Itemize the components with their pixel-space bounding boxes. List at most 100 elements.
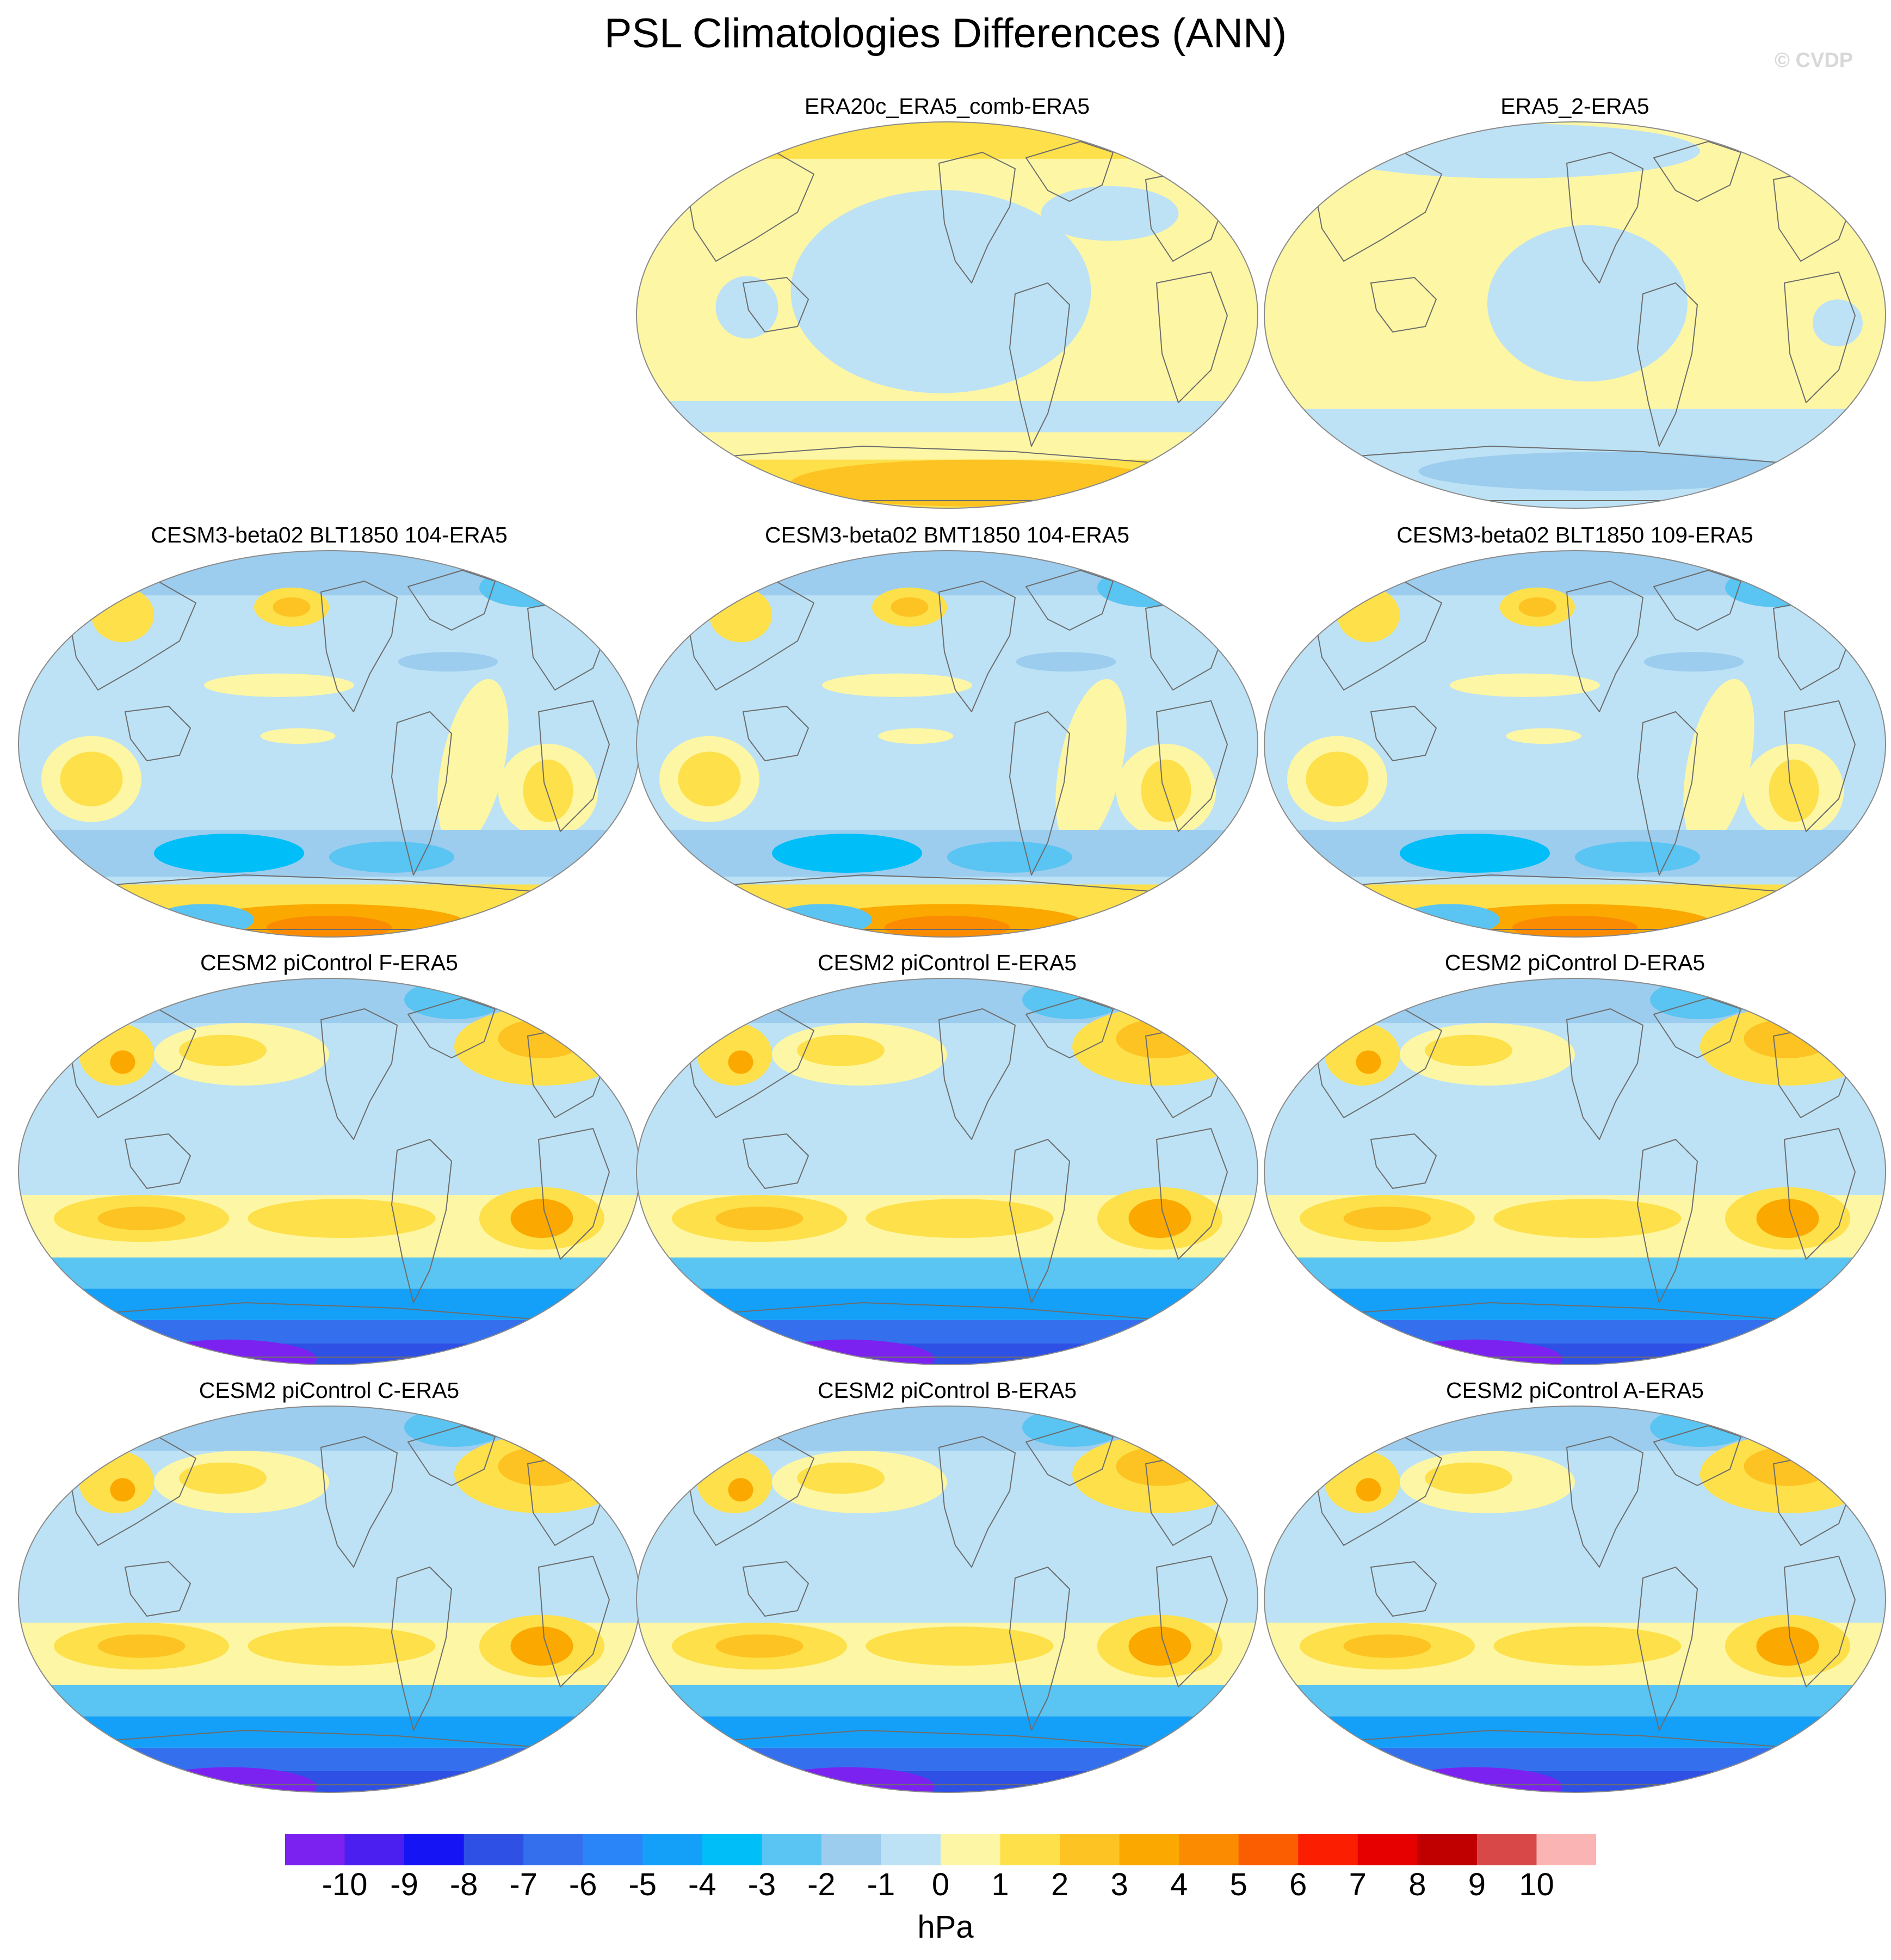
coastline-outline [1025,570,1114,631]
colorbar-tick-label: 1 [991,1867,1009,1902]
asia-core [1356,1050,1381,1074]
coastline-outline [1370,277,1437,332]
coastline-outline [1566,1008,1643,1140]
indian-ocean-core [1343,1206,1431,1230]
atlantic-negative [1016,652,1116,672]
map-panel-picC: CESM2 piControl C-ERA5 [16,1378,642,1802]
arctic-negative-band [1264,1406,1886,1451]
colorbar-swatch [464,1834,524,1865]
tropical-pacific-positive [260,728,336,744]
coastline-outline [1637,711,1698,876]
north-atlantic-core [1116,1446,1204,1486]
coastline-outline [1311,1436,1442,1546]
south-atlantic-core [1128,1626,1191,1666]
north-atlantic-core [1116,1019,1204,1058]
anomaly-field [18,978,640,1365]
subantarctic-negative [1264,1747,1886,1771]
arctic-negative-band [18,1406,640,1451]
coastline-outline [391,711,452,876]
indian-ocean-core [1343,1634,1431,1658]
colorbar-tick-label: 3 [1110,1867,1128,1902]
panel-title: CESM2 piControl E-ERA5 [817,950,1077,975]
south-atlantic-core [510,1199,573,1238]
subtropical-pacific-positive [1450,673,1600,697]
coastline-outline [1025,997,1114,1058]
colorbar-tick-label: -3 [747,1867,776,1902]
arctic-negative-band [1264,551,1886,596]
southern-ocean-negative [18,829,640,877]
map-border [636,121,1258,509]
map-border [636,1406,1258,1793]
panel-title: CESM2 piControl C-ERA5 [199,1378,460,1403]
subantarctic-negative [636,1747,1258,1771]
north-pacific-core [797,1034,885,1067]
coastline-outline [1009,1139,1070,1303]
arctic-negative-band [18,978,640,1024]
coastline-outline [1637,1139,1698,1303]
subantarctic-negative [18,1747,640,1771]
arctic-negative-anomaly [1325,124,1700,178]
robinson-map [636,978,1258,1365]
colorbar-swatches [285,1834,1596,1865]
colorbar-tick-label: 10 [1519,1867,1554,1902]
coastline-outline [743,277,809,332]
colorbar-tick-label: 5 [1229,1867,1247,1902]
panel-title: ERA20c_ERA5_comb-ERA5 [804,94,1090,119]
southern-ocean-negative [1264,1257,1886,1289]
colorbar-tick-label: 4 [1170,1867,1188,1902]
atlantic-negative [398,652,498,672]
colorbar-tick-label: 8 [1408,1867,1426,1902]
robinson-map [636,550,1258,938]
colorbar-tick-label: -5 [628,1867,657,1902]
asia-core [1356,1478,1381,1502]
map-panel-picE: CESM2 piControl E-ERA5 [634,950,1260,1375]
coastline-outline [538,1556,610,1687]
colorbar-swatch [1417,1834,1478,1865]
south-pacific-positive [1493,1199,1682,1238]
south-pacific-positive [866,1626,1054,1666]
subantarctic-positive-band [636,432,1258,460]
map-border [1264,121,1886,509]
southern-ocean-strong-negative [1264,1289,1886,1320]
antarctic-strong-positive [790,459,1166,507]
map-panel-era5-2: ERA5_2-ERA5 [1262,94,1888,518]
antarctic-negative-patch [772,904,872,935]
coastline-outline [938,152,1016,283]
arctic-strong-negative [404,980,504,1019]
colorbar-swatch [1000,1834,1060,1865]
coastline-outline [1311,1008,1442,1118]
coastline-outline [320,581,398,712]
antarctic-negative [1264,1771,1886,1792]
colorbar-swatch [821,1834,881,1865]
south-america-positive [1683,679,1754,848]
antarctic-negative-core [1418,452,1794,491]
coastline-outline [683,1436,814,1546]
antarctic-negative-patch [154,904,254,935]
arctic-negative-band [636,1406,1258,1451]
colorbar-swatch [762,1834,822,1865]
map-border [636,550,1258,938]
panel-title: CESM2 piControl A-ERA5 [1446,1378,1704,1403]
panel-title: CESM3-beta02 BMT1850 104-ERA5 [764,522,1129,547]
antarctic-negative-patch [1400,904,1500,935]
atlantic-negative [1643,652,1744,672]
north-pacific-core [797,1462,885,1494]
colorbar-tick-label: -10 [322,1867,368,1902]
southern-ocean-strong-negative [636,1289,1258,1320]
colorbar-swatch [404,1834,465,1865]
panel-title: CESM3-beta02 BLT1850 109-ERA5 [1396,522,1753,547]
map-panel-picB: CESM2 piControl B-ERA5 [634,1378,1260,1802]
robinson-map [18,978,640,1365]
map-panel-picA: CESM2 piControl A-ERA5 [1262,1378,1888,1802]
southern-ocean-strong-negative [154,834,304,873]
southern-ocean-negative-core [329,841,454,873]
coastline-outline [1156,272,1228,403]
colorbar-swatch [583,1834,643,1865]
coastline-outline [1025,1425,1114,1486]
coastline-outline [320,1008,398,1140]
arctic-negative-band [636,978,1258,1024]
colorbar-swatch [941,1834,1001,1865]
colorbar-swatch [1298,1834,1358,1865]
credit-label: © CVDP [1775,49,1853,72]
robinson-map [1264,1406,1886,1793]
